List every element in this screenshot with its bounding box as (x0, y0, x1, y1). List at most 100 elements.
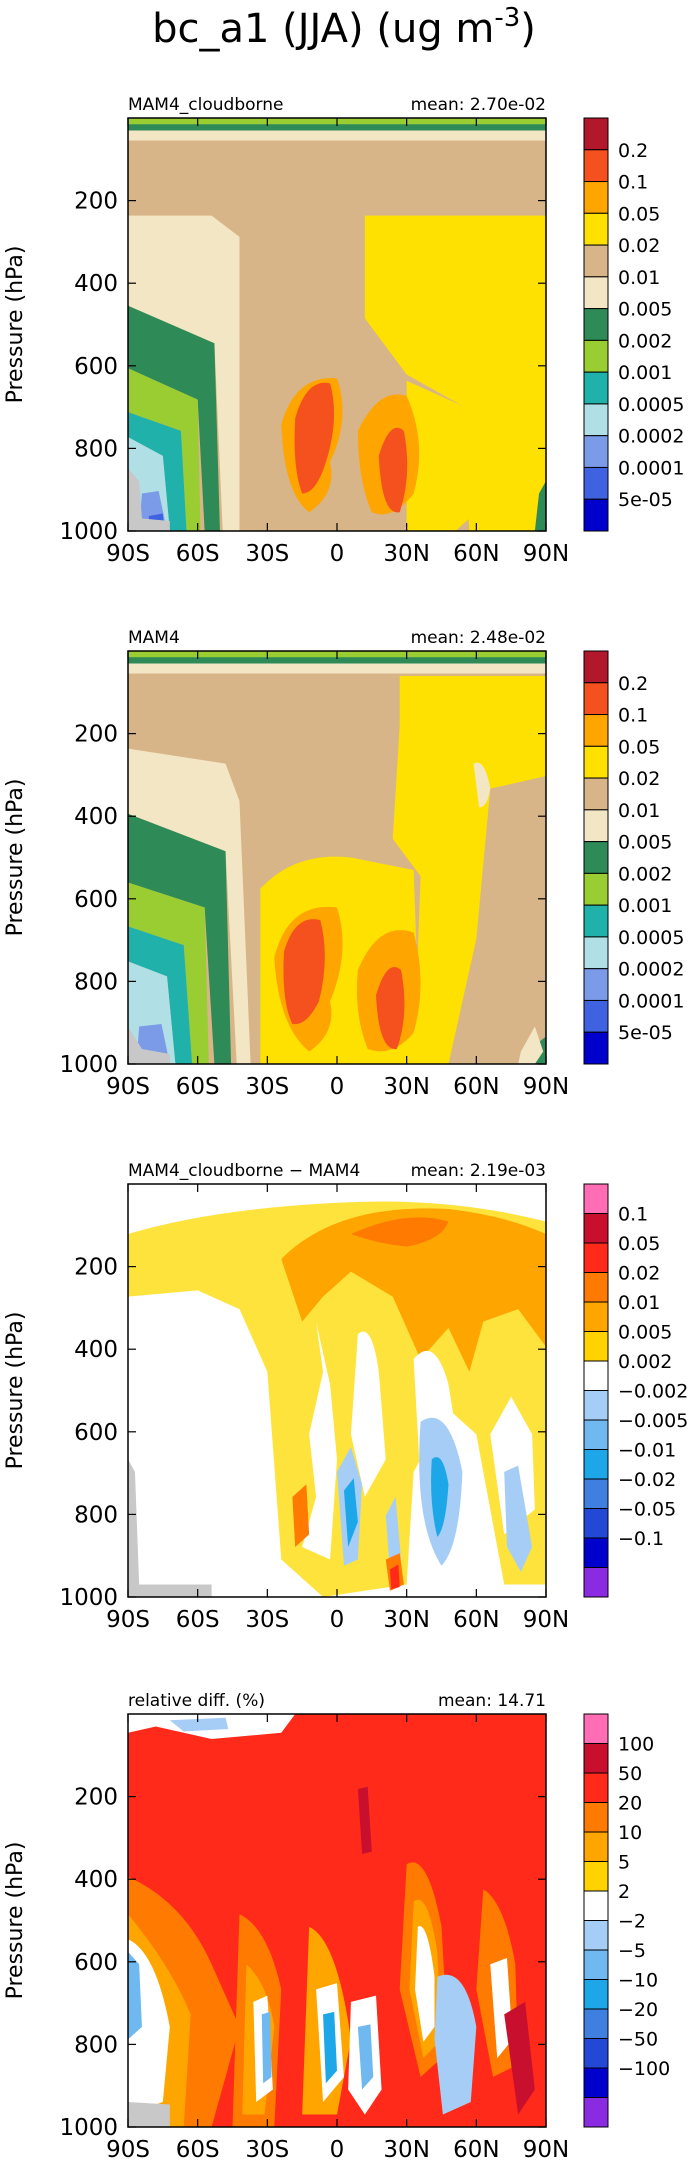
colorbar-swatch (583, 1713, 609, 1744)
x-tick-label: 60S (176, 541, 220, 567)
colorbar-swatch (583, 1743, 609, 1774)
colorbar-swatch (583, 1301, 609, 1332)
contour-region (357, 1786, 372, 1855)
colorbar-label: 0.001 (618, 362, 672, 384)
contour-region (128, 1026, 170, 1064)
colorbar-label: 5e-05 (618, 489, 673, 511)
colorbar-swatch (583, 650, 609, 684)
colorbar-label: 20 (618, 1793, 642, 1815)
contour-region (364, 215, 546, 531)
panel-mean: mean: 14.71 (438, 1691, 546, 1711)
colorbar-label: 5e-05 (618, 1022, 673, 1044)
colorbar-swatch (583, 1772, 609, 1803)
x-tick-label: 30S (245, 1074, 289, 1100)
colorbar-swatch (583, 371, 609, 405)
contour-plot (128, 1184, 546, 1597)
y-tick-label: 400 (74, 1337, 118, 1363)
x-tick-label: 90S (106, 1607, 150, 1633)
y-tick-label: 600 (74, 354, 118, 380)
colorbar-label: 0.05 (618, 203, 660, 225)
colorbar-label: 0.2 (618, 673, 648, 695)
colorbar-label: 0.0005 (618, 927, 684, 949)
y-tick-label: 1000 (59, 1052, 118, 1078)
x-tick-label: 30N (383, 1607, 429, 1633)
x-tick-label: 90S (106, 541, 150, 567)
colorbar-swatch (583, 1508, 609, 1539)
x-tick-label: 60N (453, 2137, 499, 2163)
colorbar-label: −0.02 (618, 1469, 676, 1491)
colorbar-swatch (583, 212, 609, 246)
y-axis-label: Pressure (hPa) (3, 1842, 28, 2000)
colorbar-label: −10 (618, 1970, 658, 1992)
colorbar-label: 0.002 (618, 1351, 672, 1373)
colorbar-swatch (583, 777, 609, 811)
colorbar-swatch (583, 1390, 609, 1421)
panel-3: MAM4_cloudborne − MAM4 mean: 2.19e-03 200 4… (3, 1161, 688, 1633)
contour-plot (128, 118, 546, 531)
figure-title-main: bc_a1 (JJA) (ug m (152, 6, 494, 52)
colorbar-swatch (583, 1861, 609, 1892)
colorbar-label: −50 (618, 2029, 658, 2051)
colorbar-swatch (583, 1949, 609, 1980)
colorbar-label: 0.01 (618, 1292, 660, 1314)
colorbar-swatch (583, 1890, 609, 1921)
contour-region (518, 1026, 544, 1064)
x-tick-label: 30S (245, 2137, 289, 2163)
colorbar-label: −5 (618, 1940, 646, 1962)
colorbar-swatch (583, 1831, 609, 1862)
contour-region (378, 427, 408, 513)
y-tick-label: 600 (74, 887, 118, 913)
colorbar-label: 0.01 (618, 800, 660, 822)
colorbar-label: −0.01 (618, 1440, 676, 1462)
colorbar-label: 0.02 (618, 235, 660, 257)
x-tick-label: 60S (176, 1074, 220, 1100)
colorbar-label: −0.1 (618, 1528, 664, 1550)
figure-title-superscript: -3 (494, 3, 520, 33)
colorbar-swatch (583, 339, 609, 373)
y-tick-label: 600 (74, 1950, 118, 1976)
contour-region (294, 382, 335, 494)
colorbar-swatch (583, 2038, 609, 2069)
contour-region (323, 2011, 337, 2084)
x-tick-label: 30N (383, 1074, 429, 1100)
colorbar: 0.1 0.05 0.02 0.01 0.005 0.002 −0.002 −0.005 −0.… (583, 1183, 688, 1598)
panel-label: MAM4_cloudborne (128, 95, 283, 115)
contour-region (292, 1484, 310, 1547)
colorbar-label: 0.02 (618, 1263, 660, 1285)
colorbar-swatch (583, 2008, 609, 2039)
contour-region (128, 215, 240, 531)
panel-2: MAM4 mean: 2.48e-02 200 400 600 800 1000 Pressu… (3, 628, 684, 1100)
contour-region (128, 926, 193, 1064)
y-tick-label: 200 (74, 1255, 118, 1281)
panel-label: relative diff. (%) (128, 1691, 265, 1711)
y-tick-label: 200 (74, 189, 118, 215)
colorbar-label: −0.05 (618, 1499, 676, 1521)
x-tick-label: 60N (453, 1607, 499, 1633)
colorbar-label: 0.01 (618, 267, 660, 289)
contour-plot (128, 1714, 546, 2127)
x-tick-label: 0 (330, 1074, 345, 1100)
panel-mean: mean: 2.19e-03 (411, 1161, 546, 1181)
colorbar-label: 0.2 (618, 140, 648, 162)
contour-region (534, 480, 546, 531)
colorbar-label: 0.001 (618, 895, 672, 917)
x-tick-label: 0 (330, 541, 345, 567)
colorbar-swatch (583, 1802, 609, 1833)
figure-title: bc_a1 (JJA) (ug m-3) (152, 3, 536, 52)
colorbar-label: 0.1 (618, 705, 648, 727)
colorbar-label: 0.02 (618, 768, 660, 790)
panel-label: MAM4 (128, 628, 180, 648)
contour-region (128, 305, 220, 531)
colorbar-label: 100 (618, 1734, 654, 1756)
colorbar-swatch (583, 1449, 609, 1480)
y-tick-label: 200 (74, 1785, 118, 1811)
colorbar-label: 0.005 (618, 1322, 672, 1344)
colorbar-swatch (583, 1537, 609, 1568)
colorbar-label: 0.05 (618, 736, 660, 758)
y-axis-label: Pressure (hPa) (3, 246, 28, 404)
colorbar-label: 2 (618, 1881, 630, 1903)
contour-region (128, 748, 251, 1064)
y-tick-label: 200 (74, 722, 118, 748)
colorbar-swatch (583, 1920, 609, 1951)
colorbar-swatch (583, 466, 609, 500)
